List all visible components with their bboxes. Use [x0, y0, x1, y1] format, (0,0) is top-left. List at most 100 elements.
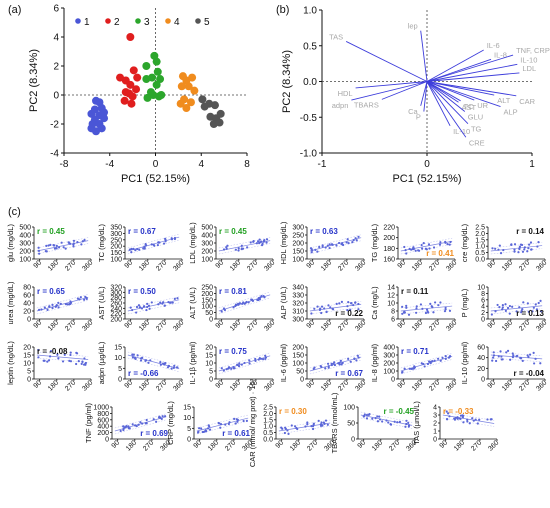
data-point [150, 243, 153, 246]
data-point [421, 307, 424, 310]
data-point [69, 300, 72, 303]
data-point [150, 301, 153, 304]
data-point [333, 361, 336, 364]
loading-label: CAR [519, 97, 535, 106]
data-point [131, 356, 135, 359]
loading-label: Ca [408, 107, 418, 116]
data-point [536, 245, 539, 248]
data-point [319, 424, 323, 428]
data-point-group-4 [188, 73, 197, 82]
data-point [37, 246, 40, 249]
y-tick-label: 250 [201, 285, 213, 292]
data-point [513, 248, 516, 251]
data-point [410, 248, 413, 251]
loading-vector [426, 81, 517, 97]
x-tick-label: 270 [470, 439, 483, 452]
y-tick-label: 300 [19, 241, 31, 248]
data-point [147, 361, 150, 364]
data-point [494, 310, 497, 313]
data-point [429, 361, 432, 364]
regression-line [36, 354, 89, 360]
confidence-band-upper [400, 302, 453, 309]
y-tick-label: 20 [23, 345, 31, 352]
panel-a-label: (a) [8, 4, 21, 16]
data-point [345, 241, 348, 244]
y-axis-title: IL-6 (pg/ml) [279, 343, 288, 382]
x-tick-label: -8 [60, 159, 69, 170]
x-tick-label: 180 [320, 379, 333, 392]
x-tick-label: 360 [81, 379, 94, 392]
data-point-group-3 [142, 62, 151, 70]
legend-label: 5 [204, 17, 210, 28]
data-point [504, 309, 507, 312]
data-point [425, 308, 429, 311]
x-tick-label: 180 [47, 379, 60, 392]
data-point [437, 304, 440, 307]
loading-vector [420, 30, 428, 82]
data-point [232, 306, 235, 309]
x-tick-label: 90 [124, 379, 135, 390]
data-point [197, 427, 201, 430]
y-tick-label: 20 [477, 366, 485, 373]
data-point [196, 431, 200, 434]
data-point [57, 301, 60, 304]
y-axis-title: leptin (ng/dL) [6, 341, 15, 385]
data-point [140, 307, 144, 310]
data-point [51, 303, 54, 306]
data-point [331, 308, 335, 311]
y-tick-label: 1.0 [303, 6, 317, 17]
data-point [431, 360, 434, 363]
data-point [339, 359, 342, 362]
y-tick-label: 400 [97, 424, 109, 431]
data-point [439, 301, 442, 304]
data-point [222, 248, 226, 251]
data-point [535, 308, 539, 311]
data-point [404, 425, 407, 428]
data-point [232, 366, 235, 369]
data-point [171, 301, 174, 304]
data-point [347, 301, 350, 304]
y-axis-title: AST (U/L) [97, 286, 106, 320]
data-point [57, 357, 60, 360]
data-point [258, 238, 261, 241]
data-point [381, 420, 384, 423]
x-tick-label: 270 [428, 259, 441, 272]
correlation-label: r = 0.63 [310, 227, 338, 236]
x-tick-label: 180 [501, 319, 514, 332]
data-point [439, 359, 442, 362]
data-point [56, 353, 59, 356]
data-point [219, 426, 222, 429]
data-point [310, 251, 313, 254]
data-point [136, 354, 139, 357]
y-tick-label: 20 [23, 309, 31, 316]
y-tick-label: 0 [300, 377, 304, 384]
regression-line [127, 299, 180, 312]
data-point [66, 303, 69, 306]
data-point [53, 247, 57, 250]
data-point [135, 305, 139, 309]
data-point [264, 354, 267, 357]
data-point [127, 425, 130, 428]
x-tick-label: 180 [453, 439, 466, 452]
y-tick-label: 6 [391, 317, 395, 324]
x-tick-label: 180 [411, 259, 424, 272]
y-tick-label: 6 [481, 297, 485, 304]
data-point [321, 245, 324, 248]
data-point [387, 421, 390, 424]
y-tick-label: 0 [53, 91, 59, 102]
data-point-group-4 [184, 82, 193, 91]
data-point [468, 422, 471, 425]
data-point [155, 420, 158, 423]
data-point [259, 296, 262, 299]
data-point [501, 308, 504, 311]
loading-label: IL-6 [487, 41, 500, 50]
data-point [328, 246, 331, 250]
data-point [376, 415, 379, 418]
data-point [513, 243, 517, 246]
data-point [429, 302, 432, 305]
data-point [141, 356, 144, 359]
data-point [161, 302, 164, 305]
